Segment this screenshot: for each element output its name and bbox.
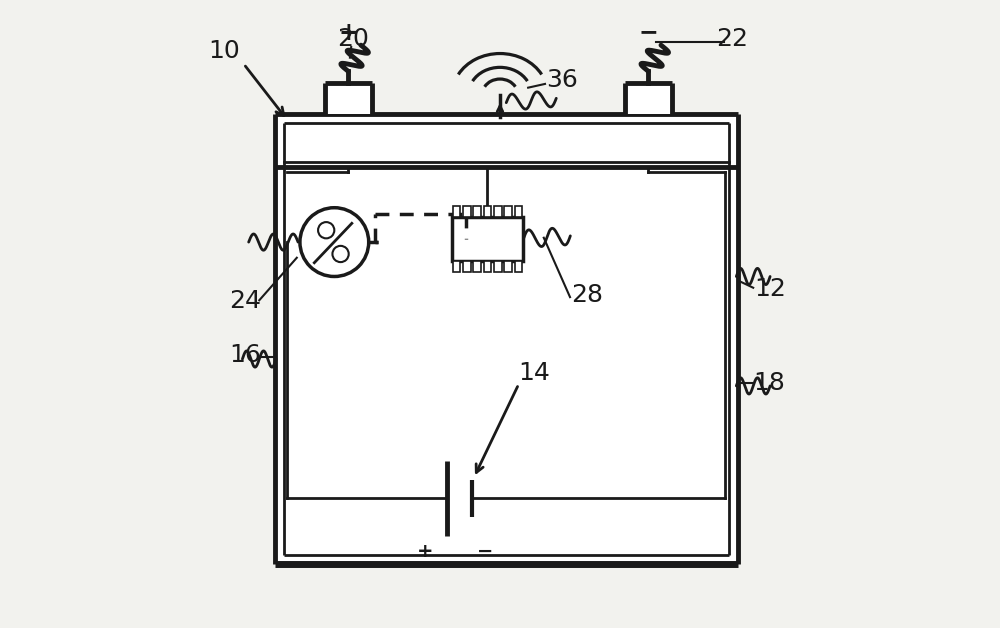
- Bar: [453, 261, 460, 272]
- Text: −: −: [477, 542, 494, 561]
- Text: 36: 36: [547, 68, 578, 92]
- Bar: [515, 206, 522, 217]
- Bar: [484, 206, 491, 217]
- Bar: [463, 261, 471, 272]
- Bar: [453, 206, 460, 217]
- Circle shape: [300, 208, 369, 276]
- Text: +: +: [417, 542, 433, 561]
- Bar: [325, 83, 372, 114]
- Circle shape: [332, 246, 349, 262]
- Bar: [504, 261, 512, 272]
- Text: +: +: [339, 21, 358, 45]
- Bar: [515, 261, 522, 272]
- Bar: [504, 206, 512, 217]
- Bar: [494, 261, 502, 272]
- Text: 18: 18: [753, 371, 785, 395]
- Text: 24: 24: [230, 290, 262, 313]
- Text: 12: 12: [754, 277, 786, 301]
- Text: 10: 10: [208, 40, 240, 63]
- Text: 28: 28: [572, 283, 604, 307]
- Bar: [463, 206, 471, 217]
- Text: 14: 14: [518, 361, 550, 386]
- Bar: [494, 206, 502, 217]
- Bar: [473, 261, 481, 272]
- Circle shape: [318, 222, 334, 239]
- Bar: [275, 114, 738, 564]
- Text: −: −: [639, 21, 658, 45]
- Bar: [484, 261, 491, 272]
- Text: 16: 16: [230, 343, 261, 367]
- Bar: [452, 217, 523, 261]
- Bar: [473, 206, 481, 217]
- Text: 20: 20: [337, 27, 369, 51]
- Bar: [625, 83, 672, 114]
- Text: 22: 22: [717, 27, 749, 51]
